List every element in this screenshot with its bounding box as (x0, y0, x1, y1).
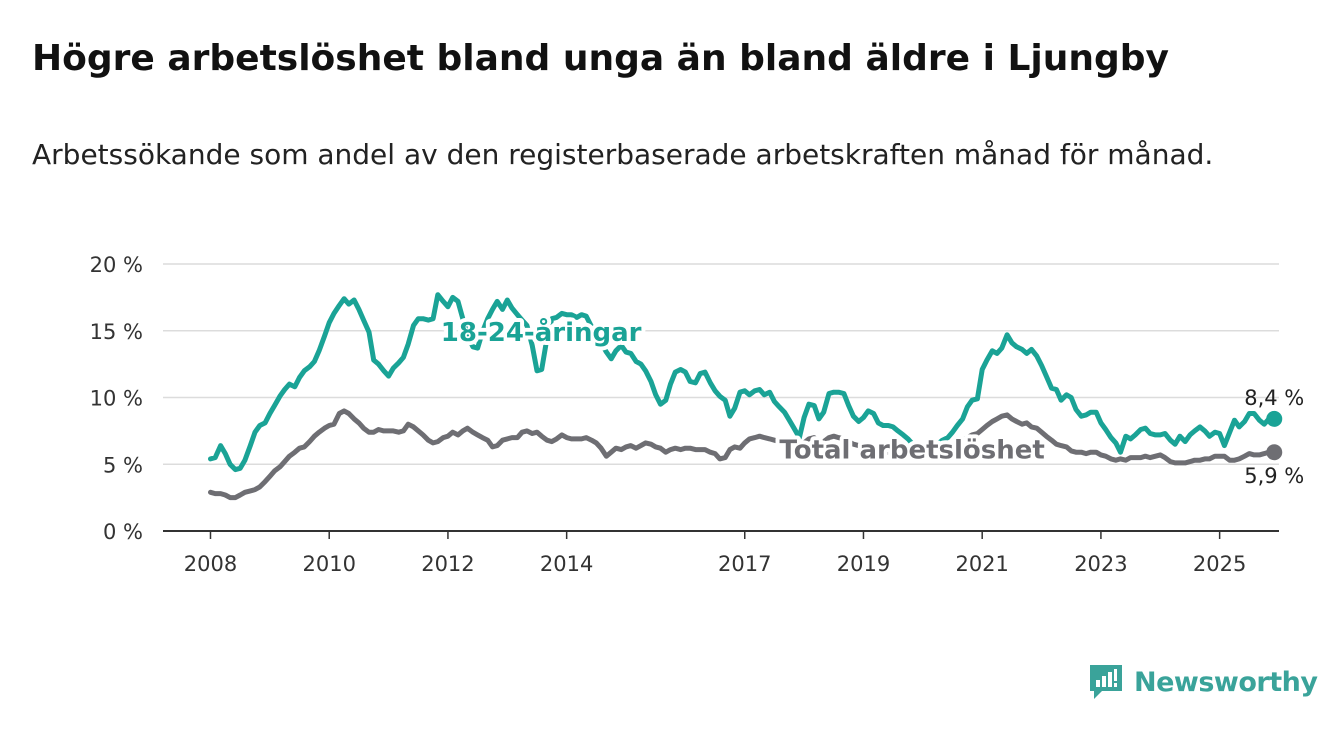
series-line-total (208, 408, 1277, 501)
chart-subtitle: Arbetssökande som andel av den registerb… (32, 138, 1214, 171)
series-label-halo: Total arbetslöshet (779, 436, 1044, 466)
newsworthy-logo-icon (1090, 665, 1122, 699)
x-axis: 2008 2010 2012 2014 2017 2019 2021 2023 2025 (163, 530, 1279, 576)
grid-lines (163, 263, 1279, 465)
y-tick-label: 0 % (103, 520, 143, 544)
y-tick-label: 15 % (90, 320, 143, 344)
y-tick-label: 10 % (90, 387, 143, 411)
newsworthy-logo-text: Newsworthy (1134, 666, 1318, 698)
x-tick-label: 2019 (837, 552, 890, 576)
end-markers: 8,4 % 5,9 % (1244, 386, 1304, 488)
series-line-youth (208, 292, 1277, 473)
newsworthy-logo[interactable]: Newsworthy (1088, 660, 1318, 704)
x-tick-label: 2008 (184, 552, 237, 576)
x-tick-label: 2023 (1074, 552, 1127, 576)
series-label-halo: 18-24-åringar (441, 316, 642, 348)
end-point-youth (1266, 410, 1283, 427)
chart-title: Högre arbetslöshet bland unga än bland ä… (32, 38, 1169, 79)
end-label-youth: 8,4 % (1244, 386, 1304, 410)
x-tick-label: 2012 (421, 552, 474, 576)
x-tick-label: 2010 (302, 552, 355, 576)
end-point-total (1266, 444, 1283, 461)
series-lines (208, 292, 1277, 501)
x-tick-label: 2014 (540, 552, 593, 576)
series-label-youth: 18-24-åringar (441, 316, 642, 348)
y-axis: 0 % 5 % 10 % 15 % 20 % (90, 253, 143, 544)
y-tick-label: 20 % (90, 253, 143, 277)
end-label-total: 5,9 % (1244, 464, 1304, 488)
x-tick-label: 2017 (718, 552, 771, 576)
x-tick-label: 2025 (1193, 552, 1246, 576)
x-tick-label: 2021 (955, 552, 1008, 576)
y-tick-label: 5 % (103, 453, 143, 477)
series-label-total: Total arbetslöshet (779, 436, 1044, 466)
